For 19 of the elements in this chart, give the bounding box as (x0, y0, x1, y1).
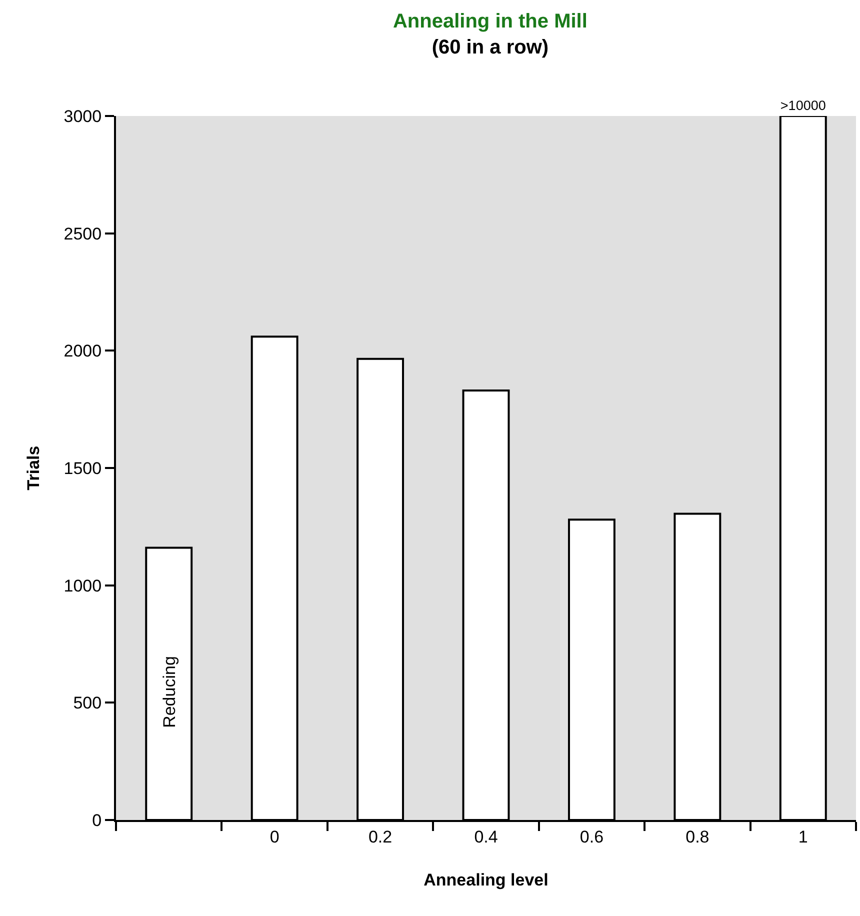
x-tick-label: 0.2 (368, 827, 392, 846)
y-tick-label: 2500 (64, 224, 102, 244)
x-axis-title: Annealing level (424, 870, 548, 890)
x-tick-label: 0.6 (580, 827, 604, 846)
annotation: Reducing (160, 656, 179, 728)
y-axis-title: Trials (24, 446, 43, 490)
chart-subtitle: (60 in a row) (432, 36, 549, 58)
y-tick-label: 500 (73, 694, 102, 713)
x-tick-label: 1 (798, 827, 808, 846)
x-tick-label: 0 (270, 827, 280, 846)
y-tick-label: 3000 (64, 106, 102, 126)
data-label: >10000 (780, 98, 826, 113)
y-tick-label: 1000 (64, 576, 102, 596)
x-tick-label: 0.4 (474, 827, 498, 846)
y-tick-label: 0 (92, 810, 102, 830)
x-tick-label: 0.8 (686, 827, 710, 846)
y-tick-label: 1500 (64, 458, 102, 478)
chart-title: Annealing in the Mill (392, 10, 588, 32)
y-tick-label: 2000 (64, 342, 102, 361)
